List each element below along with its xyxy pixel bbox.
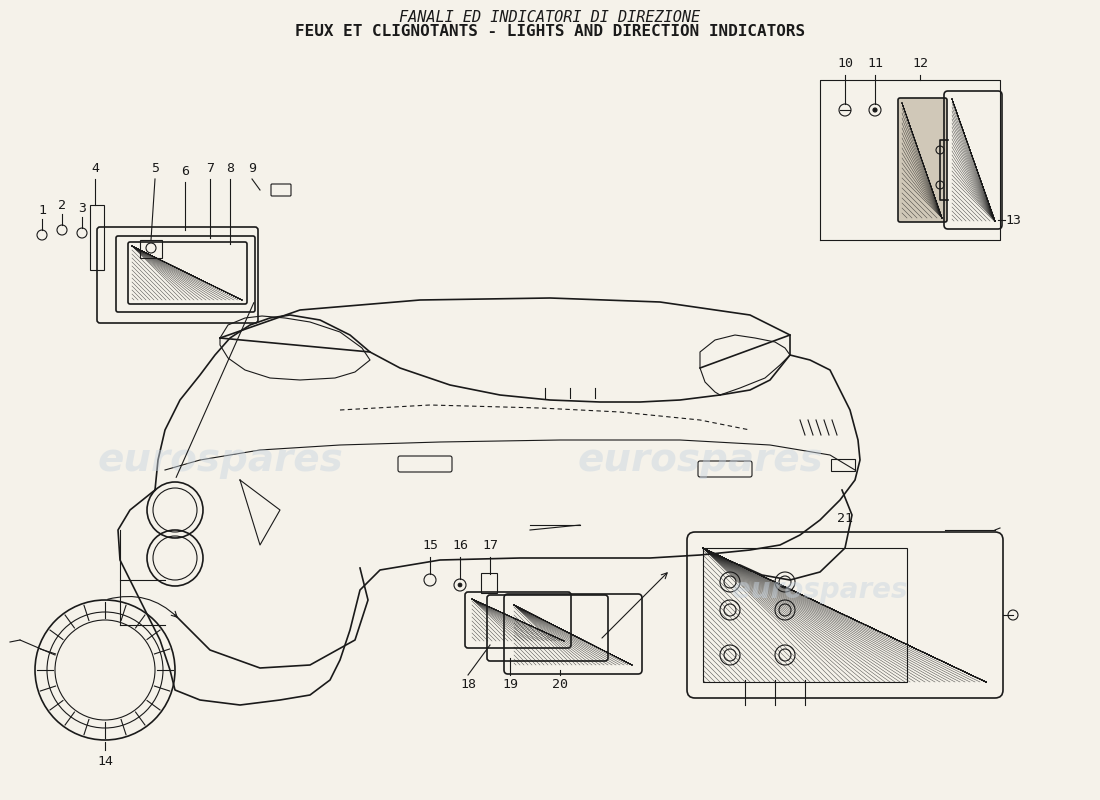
Text: 13: 13 (1005, 214, 1021, 226)
Text: 11: 11 (867, 57, 883, 70)
Text: 10: 10 (837, 57, 852, 70)
Circle shape (873, 108, 877, 112)
Text: 2: 2 (58, 199, 66, 212)
Text: eurospares: eurospares (578, 441, 823, 479)
FancyBboxPatch shape (271, 184, 292, 196)
Text: 3: 3 (78, 202, 86, 215)
Text: 21: 21 (837, 512, 852, 525)
Text: 14: 14 (97, 755, 113, 768)
Text: FANALI ED INDICATORI DI DIREZIONE: FANALI ED INDICATORI DI DIREZIONE (399, 10, 701, 25)
Text: 19: 19 (502, 678, 518, 691)
Text: 7: 7 (206, 162, 214, 175)
Text: 16: 16 (452, 539, 468, 552)
Text: 20: 20 (552, 678, 568, 691)
Text: 6: 6 (182, 165, 189, 178)
Text: 8: 8 (226, 162, 234, 175)
Text: 5: 5 (151, 162, 160, 175)
Text: 17: 17 (482, 539, 498, 552)
Text: 1: 1 (39, 204, 46, 217)
Text: 12: 12 (912, 57, 928, 70)
Text: FEUX ET CLIGNOTANTS - LIGHTS AND DIRECTION INDICATORS: FEUX ET CLIGNOTANTS - LIGHTS AND DIRECTI… (295, 24, 805, 39)
Text: 9: 9 (248, 162, 256, 175)
Text: 18: 18 (460, 678, 476, 691)
FancyBboxPatch shape (898, 98, 947, 222)
Text: 15: 15 (422, 539, 438, 552)
Text: eurospares: eurospares (97, 441, 343, 479)
Circle shape (458, 583, 462, 587)
Text: eurospares: eurospares (733, 576, 908, 604)
Text: 4: 4 (91, 162, 99, 175)
